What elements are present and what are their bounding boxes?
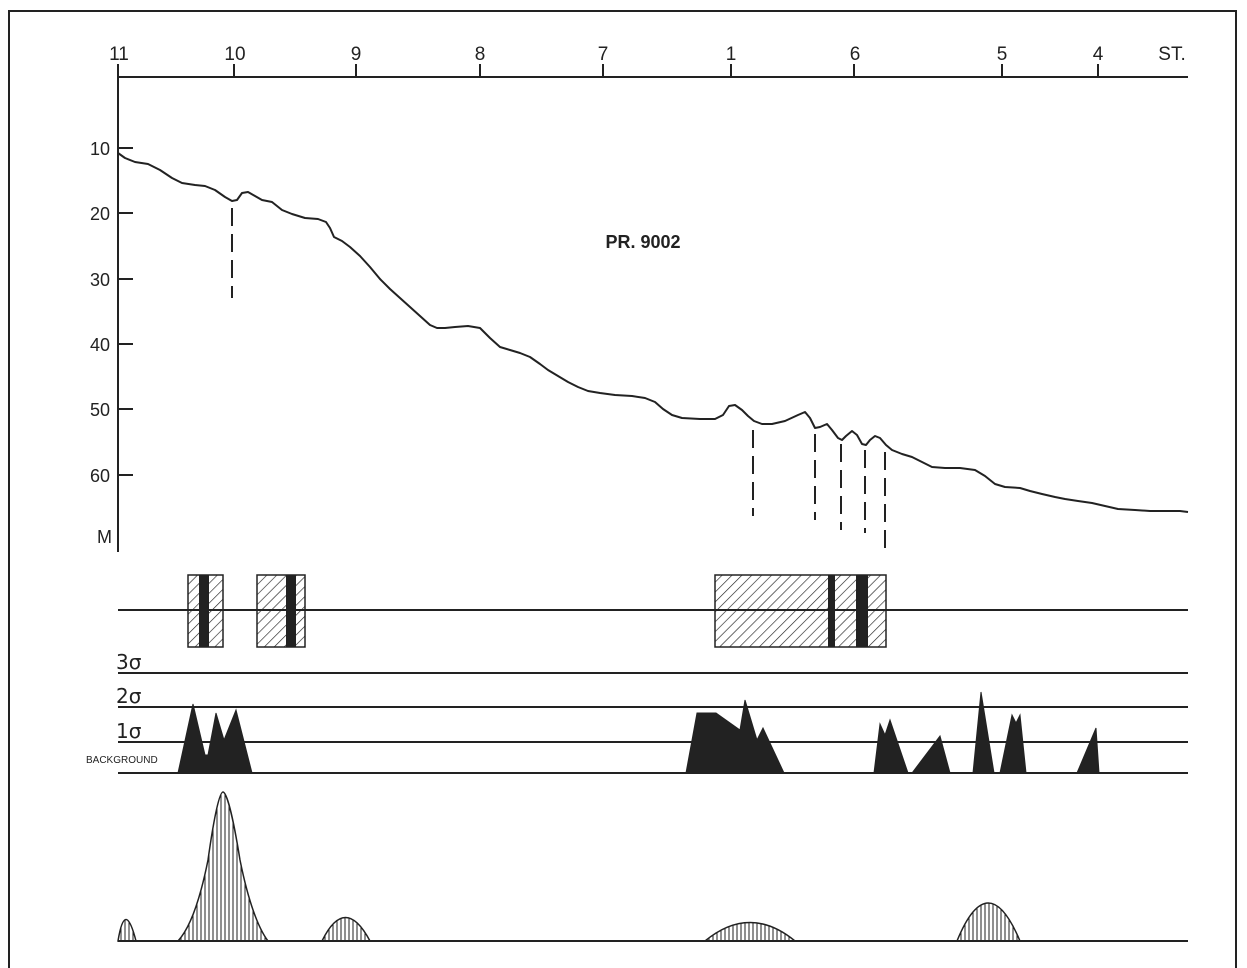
sigma-1-label: 1σ [116, 719, 142, 743]
solid-band [199, 575, 209, 647]
intensity-hump [702, 921, 798, 942]
sigma-3-label: 3σ [116, 650, 142, 674]
anomaly-peaks [177, 691, 1100, 774]
intensity-hump [320, 916, 372, 942]
profile-title: PR. 9002 [605, 232, 680, 252]
depth-axis: 10 20 30 40 50 60 M [90, 77, 133, 552]
anomaly-peak [873, 718, 909, 774]
anomaly-peak [177, 703, 253, 774]
intensity-hump [117, 919, 137, 942]
depth-label-10: 10 [90, 139, 110, 159]
anomaly-peak [972, 691, 995, 774]
hatched-zone [256, 574, 306, 648]
seabed-profile-line [117, 152, 1189, 513]
depth-label-20: 20 [90, 204, 110, 224]
station-label-4: 4 [1093, 44, 1104, 65]
depth-label-40: 40 [90, 335, 110, 355]
depth-label-60: 60 [90, 466, 110, 486]
station-label-5: 5 [997, 44, 1008, 65]
station-label-9: 9 [351, 44, 362, 65]
station-unit-label: ST. [1158, 44, 1185, 65]
solid-band [828, 575, 835, 647]
station-label-1: 1 [726, 44, 737, 65]
station-label-7: 7 [598, 44, 609, 65]
station-label-6: 6 [850, 44, 861, 65]
zone-strip [118, 574, 1188, 648]
station-label-10: 10 [224, 44, 245, 65]
background-label: BACKGROUND [86, 755, 158, 766]
station-label-8: 8 [475, 44, 486, 65]
intensity-hump [176, 791, 270, 942]
depth-label-50: 50 [90, 400, 110, 420]
solid-band [856, 575, 868, 647]
depth-unit-label: M [97, 527, 112, 547]
reflector-markers [231, 208, 886, 556]
station-axis: 11 10 9 8 7 1 6 5 4 ST. [109, 44, 1188, 78]
anomaly-peak [685, 699, 785, 774]
solid-band [286, 575, 296, 647]
intensity-hump [955, 902, 1022, 942]
intensity-curves [117, 791, 1188, 942]
anomaly-peak [999, 713, 1027, 774]
anomaly-peak [1076, 727, 1100, 774]
depth-label-30: 30 [90, 270, 110, 290]
station-label-11: 11 [109, 44, 129, 65]
anomaly-peak [910, 734, 951, 774]
figure-frame [8, 10, 1237, 968]
sigma-2-label: 2σ [116, 684, 142, 708]
